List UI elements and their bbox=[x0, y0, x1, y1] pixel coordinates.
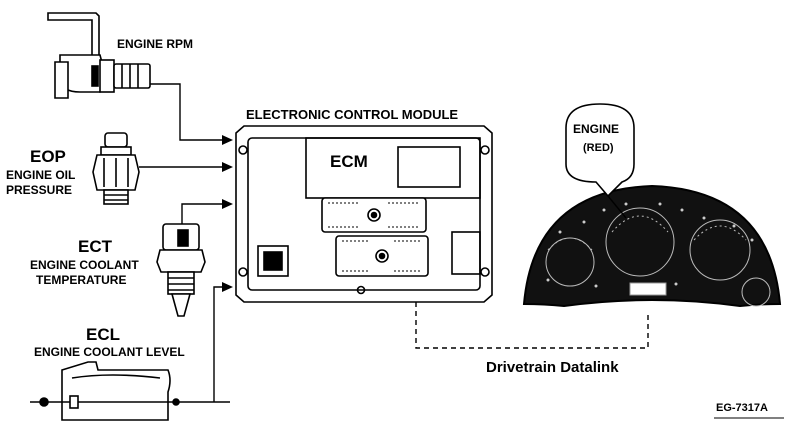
ect-abbreviation: ECT bbox=[78, 237, 112, 256]
engine-lamp-color-label: (RED) bbox=[583, 142, 614, 154]
ecl-label-line1: ENGINE COOLANT LEVEL bbox=[34, 345, 185, 359]
cluster-gauge-markings bbox=[545, 207, 771, 307]
ect-label-line2: TEMPERATURE bbox=[36, 273, 127, 287]
eop-abbreviation: EOP bbox=[30, 147, 66, 166]
ecm-title: ELECTRONIC CONTROL MODULE bbox=[246, 107, 459, 122]
ecl-abbreviation: ECL bbox=[86, 325, 120, 344]
ect-label-line1: ENGINE COOLANT bbox=[30, 258, 139, 272]
coolant-temperature-sensor-icon bbox=[156, 223, 206, 317]
datalink-wire bbox=[415, 302, 649, 349]
engine-rpm-sensor-icon bbox=[47, 12, 151, 99]
datalink-label: Drivetrain Datalink bbox=[486, 359, 619, 376]
wire-arrowheads bbox=[222, 135, 233, 292]
sensor-wiring bbox=[139, 83, 224, 402]
oil-pressure-sensor-icon bbox=[92, 132, 140, 205]
figure-id: EG-7317A bbox=[716, 402, 768, 414]
coolant-level-sensor-icon bbox=[30, 361, 230, 421]
eop-label-line2: PRESSURE bbox=[6, 183, 73, 197]
engine-lamp-label: ENGINE bbox=[573, 122, 620, 136]
cluster-odometer-display bbox=[629, 282, 667, 296]
ecm-connector-pins bbox=[328, 202, 422, 272]
engine-rpm-label: ENGINE RPM bbox=[117, 37, 194, 51]
ecm-module bbox=[235, 125, 493, 303]
ecm-short-label: ECM bbox=[330, 152, 368, 171]
cluster-indicator-dots bbox=[546, 202, 754, 288]
engine-lamp-callout bbox=[565, 103, 635, 219]
instrument-cluster bbox=[522, 184, 782, 308]
eop-label-line1: ENGINE OIL bbox=[6, 168, 76, 182]
